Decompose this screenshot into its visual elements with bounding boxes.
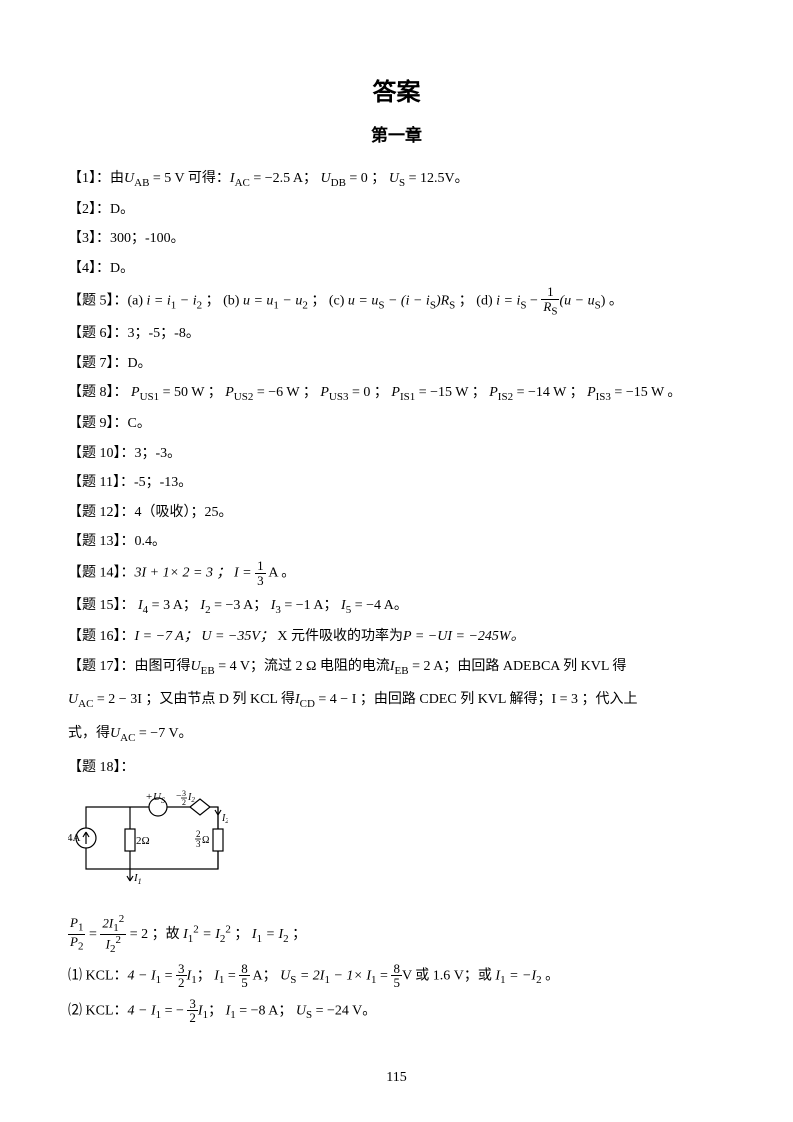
- label-i2: I2: [221, 813, 228, 825]
- q12: 【题 12】：4（吸收）；25。: [68, 500, 725, 527]
- q16: 【题 16】：I = −7 A； U = −35V； X 元件吸收的功率为P =…: [68, 624, 725, 651]
- circuit-diagram: 4A 2Ω + US − 3 2 I2 2 3 Ω I2 I1: [68, 789, 725, 900]
- q15: 【题 15】： I4 = 3 A； I2 = −3 A； I3 = −1 A； …: [68, 593, 725, 621]
- svg-text:2: 2: [196, 829, 201, 839]
- q14: 【题 14】：3I + 1× 2 = 3 ； I = 13 A 。: [68, 559, 725, 587]
- page-title: 答案: [68, 70, 725, 116]
- svg-text:3: 3: [196, 839, 201, 849]
- q11: 【题 11】：-5；-13。: [68, 470, 725, 497]
- label-us: US: [153, 791, 165, 805]
- case1: ⑴ KCL：4 − I1 = 32I1； I1 = 85 A； US = 2I1…: [68, 962, 725, 991]
- q9: 【题 9】：C。: [68, 411, 725, 438]
- q1: 【1】：由UAB = 5 V 可得：IAC = −2.5 A； UDB = 0 …: [68, 166, 725, 194]
- q17-line2: UAC = 2 − 3I ；又由节点 D 列 KCL 得ICD = 4 − I …: [68, 687, 725, 715]
- chapter-heading: 第一章: [68, 120, 725, 152]
- q5: 【题 5】：(a) i = i1 − i2 ； (b) u = u1 − u2 …: [68, 285, 725, 318]
- svg-text:3: 3: [182, 789, 186, 798]
- q2: 【2】：D。: [68, 197, 725, 224]
- label-us-plus: +: [146, 791, 152, 803]
- q8: 【题 8】： PUS1 = 50 W ； PUS2 = −6 W ； PUS3 …: [68, 380, 725, 408]
- svg-text:I2: I2: [187, 792, 195, 804]
- q18-label: 【题 18】：: [68, 755, 725, 782]
- q17-line1: 【题 17】：由图可得UEB = 4 V；流过 2 Ω 电阻的电流IEB = 2…: [68, 654, 725, 682]
- q4: 【4】：D。: [68, 256, 725, 283]
- q13: 【题 13】：0.4。: [68, 529, 725, 556]
- q6: 【题 6】：3；-5；-8。: [68, 321, 725, 348]
- page-number: 115: [0, 1065, 793, 1092]
- q3: 【3】：300；-100。: [68, 226, 725, 253]
- label-i1: I1: [133, 872, 142, 886]
- case2: ⑵ KCL：4 − I1 = − 32I1； I1 = −8 A； US = −…: [68, 997, 725, 1026]
- after-circuit-eq: P1P2 = 2I12I22 = 2 ；故 I12 = I22 ； I1 = I…: [68, 914, 725, 956]
- q7: 【题 7】：D。: [68, 351, 725, 378]
- label-2ohm: 2Ω: [136, 835, 150, 847]
- svg-text:Ω: Ω: [202, 835, 209, 846]
- label-4a: 4A: [68, 832, 81, 844]
- q17-line3: 式，得UAC = −7 V。: [68, 721, 725, 749]
- q10: 【题 10】：3；-3。: [68, 441, 725, 468]
- svg-text:2: 2: [182, 798, 186, 807]
